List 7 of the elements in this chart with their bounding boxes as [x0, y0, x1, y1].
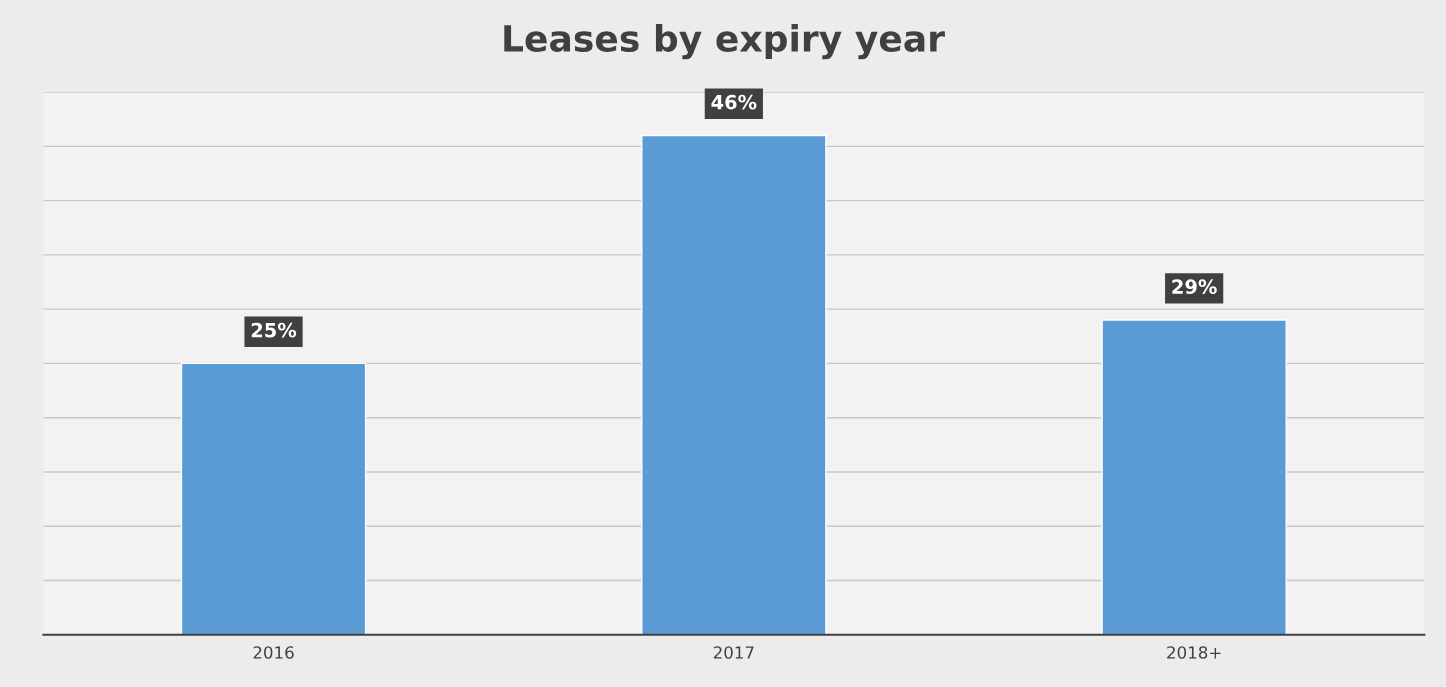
- data-label: 46%: [711, 94, 757, 110]
- data-label: 29%: [1172, 279, 1217, 295]
- x-tick-label: 2017: [713, 646, 754, 659]
- x-tick-label: 2016: [253, 646, 294, 659]
- x-tick-label: 2018+: [1167, 646, 1221, 659]
- chart-title: Leases by expiry year: [504, 24, 945, 60]
- data-label: 25%: [251, 322, 297, 338]
